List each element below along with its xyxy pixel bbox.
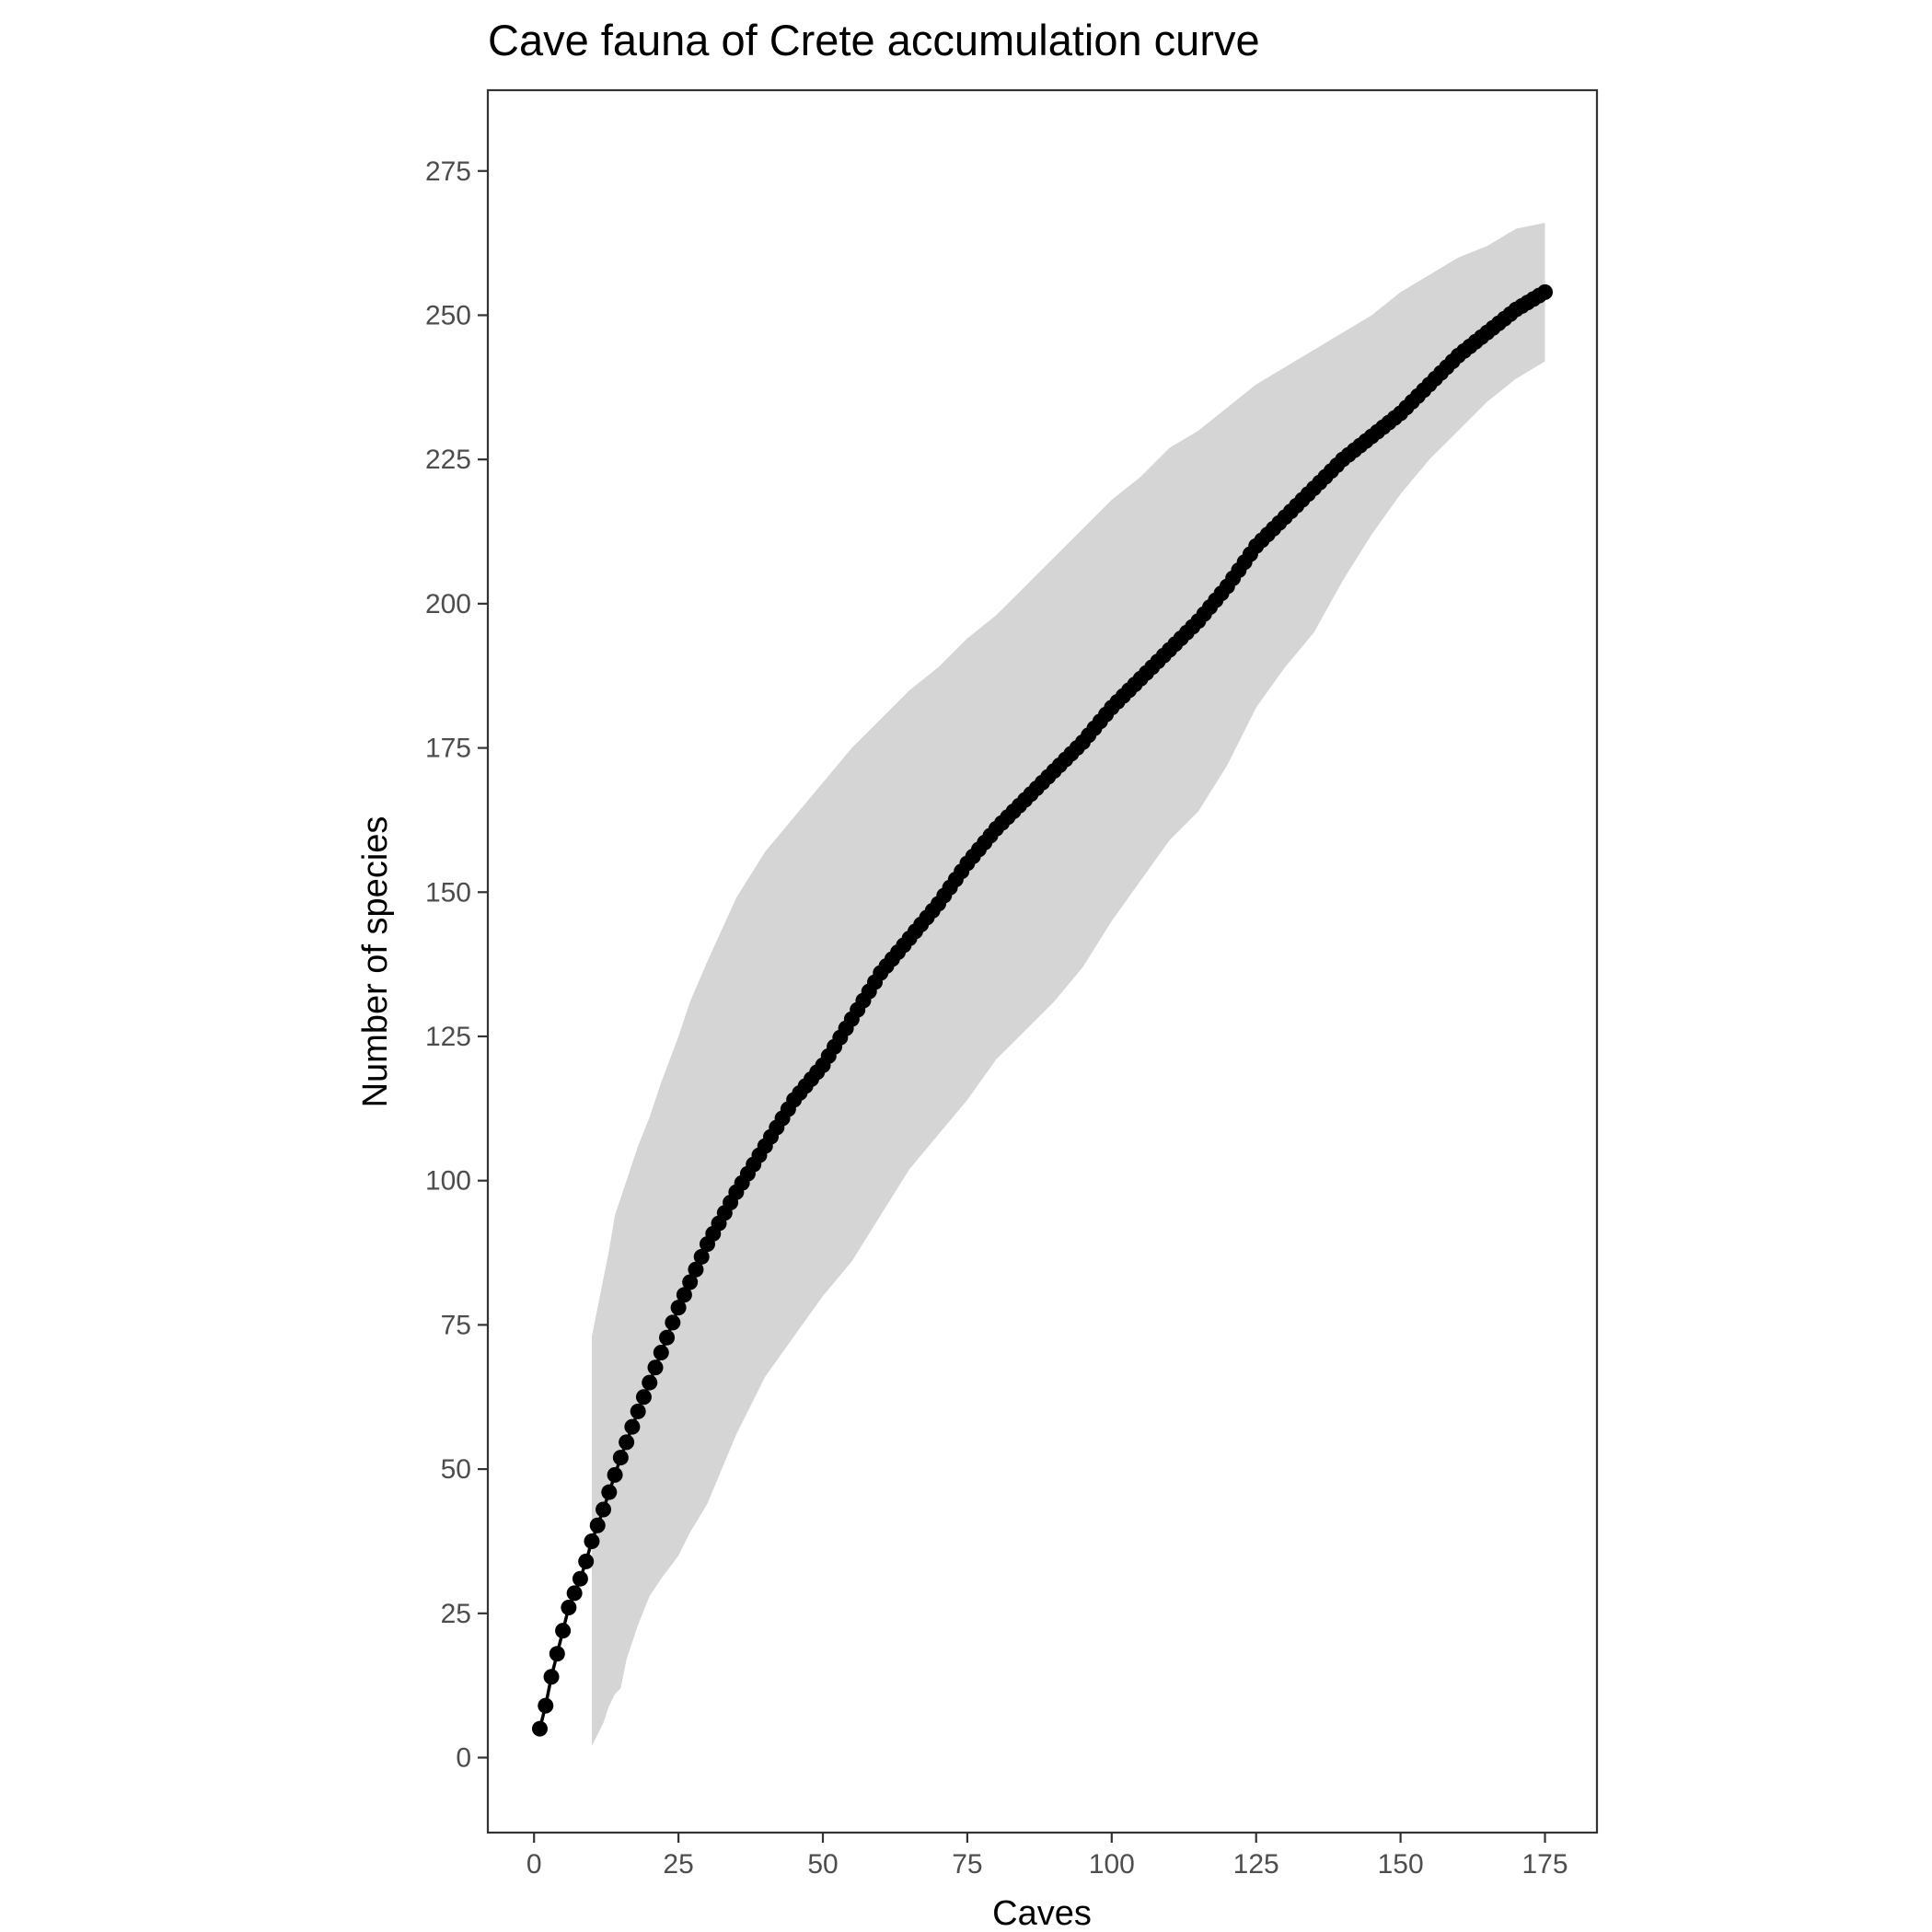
y-tick-label: 200 (425, 589, 471, 619)
y-tick-label: 100 (425, 1166, 471, 1197)
data-point (549, 1646, 565, 1662)
data-point (670, 1300, 687, 1316)
y-tick-label: 25 (441, 1599, 471, 1629)
x-tick-label: 25 (663, 1849, 693, 1880)
y-tick-label: 275 (425, 156, 471, 187)
x-tick-label: 150 (1378, 1849, 1424, 1880)
y-tick-label: 175 (425, 734, 471, 764)
x-tick-label: 50 (807, 1849, 838, 1880)
data-point (601, 1484, 618, 1500)
data-point (653, 1344, 669, 1360)
data-point (630, 1403, 646, 1419)
y-tick-label: 0 (456, 1743, 471, 1774)
data-point (642, 1374, 658, 1391)
y-tick-label: 125 (425, 1022, 471, 1052)
data-point (647, 1359, 664, 1376)
data-point (555, 1623, 572, 1639)
y-tick-label: 250 (425, 300, 471, 330)
data-point (635, 1389, 652, 1406)
data-point (688, 1261, 704, 1278)
x-tick-label: 0 (526, 1849, 542, 1880)
data-point (589, 1517, 606, 1533)
data-point (1537, 283, 1554, 300)
data-point (538, 1697, 554, 1714)
data-point (665, 1314, 681, 1331)
data-point (607, 1466, 623, 1483)
data-point (676, 1287, 692, 1303)
data-point (531, 1720, 548, 1737)
data-point (543, 1669, 560, 1685)
data-point (619, 1434, 635, 1451)
data-point (566, 1585, 583, 1602)
y-tick-label: 225 (425, 445, 471, 475)
y-axis: 0 25 50 75 100 125 150 175 200 225 250 275 (425, 156, 488, 1774)
panel-border (486, 88, 1599, 1834)
x-axis-title: Caves (992, 1894, 1092, 1932)
y-tick-label: 75 (441, 1310, 471, 1340)
data-point (682, 1274, 699, 1290)
x-tick-label: 125 (1233, 1849, 1279, 1880)
data-point (584, 1533, 600, 1549)
chart-title: Cave fauna of Crete accumulation curve (488, 16, 1260, 64)
y-tick-label: 150 (425, 877, 471, 908)
data-point (561, 1600, 577, 1616)
data-point (578, 1553, 595, 1569)
y-tick-label: 50 (441, 1454, 471, 1485)
point-layer (531, 283, 1554, 1737)
x-tick-label: 75 (952, 1849, 982, 1880)
data-point (572, 1570, 588, 1587)
x-tick-label: 175 (1521, 1849, 1568, 1880)
x-tick-label: 100 (1089, 1849, 1135, 1880)
data-point (596, 1501, 612, 1518)
data-point (693, 1248, 710, 1265)
confidence-ribbon (591, 223, 1545, 1746)
data-point (612, 1450, 629, 1466)
x-axis: 0 25 50 75 100 125 150 175 (526, 1833, 1568, 1880)
ribbon-layer (591, 223, 1545, 1746)
data-point (659, 1329, 676, 1346)
y-axis-title: Number of species (356, 816, 395, 1108)
data-point (624, 1418, 641, 1435)
